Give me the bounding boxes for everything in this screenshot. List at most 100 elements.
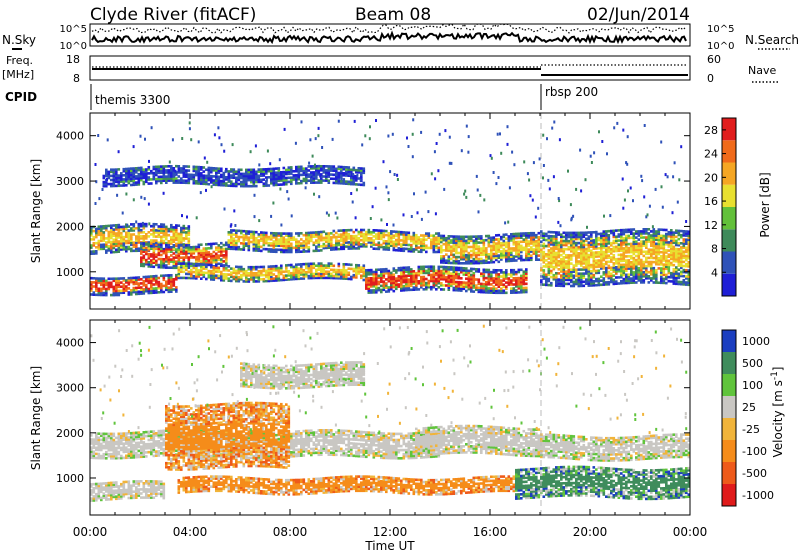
data-cell xyxy=(170,171,173,174)
data-cell xyxy=(675,260,678,263)
data-cell xyxy=(582,245,586,249)
data-cell xyxy=(297,182,301,185)
data-cell xyxy=(562,241,566,245)
data-cell xyxy=(160,286,163,290)
data-cell xyxy=(192,249,196,253)
data-cell xyxy=(642,240,646,243)
data-cell xyxy=(517,252,521,256)
data-cell xyxy=(100,229,103,232)
data-cell xyxy=(545,265,548,268)
data-cell xyxy=(112,289,116,293)
data-cell xyxy=(155,259,158,263)
data-cell xyxy=(585,280,588,283)
data-cell xyxy=(665,275,668,279)
data-cell xyxy=(177,274,181,278)
data-cell xyxy=(260,273,263,277)
data-cell xyxy=(117,250,121,253)
data-cell xyxy=(187,227,191,230)
data-cell xyxy=(595,255,598,258)
data-cell xyxy=(330,246,333,249)
data-cell xyxy=(660,250,663,254)
data-cell xyxy=(177,256,181,259)
data-cell xyxy=(137,290,141,294)
data-cell xyxy=(232,170,236,173)
data-cell xyxy=(662,251,666,254)
data-cell xyxy=(372,283,376,286)
data-cell xyxy=(420,284,423,287)
data-cell xyxy=(140,250,143,253)
data-cell xyxy=(167,286,171,289)
data-cell xyxy=(102,285,106,289)
data-cell xyxy=(170,276,173,279)
data-cell xyxy=(252,238,256,242)
data-cell xyxy=(340,233,343,236)
data-cell xyxy=(375,243,378,246)
data-cell xyxy=(625,275,628,279)
data-cell xyxy=(450,257,453,261)
data-cell xyxy=(307,262,311,266)
data-cell xyxy=(300,263,303,266)
data-cell xyxy=(350,241,353,244)
data-cell xyxy=(325,240,328,244)
data-cell xyxy=(635,271,638,274)
data-cell xyxy=(622,243,626,246)
data-cell xyxy=(112,182,116,186)
data-cell xyxy=(472,235,476,238)
data-cell xyxy=(422,246,426,250)
data-cell xyxy=(617,282,621,285)
data-cell xyxy=(280,270,283,274)
data-cell xyxy=(655,230,658,233)
data-cell xyxy=(587,265,591,269)
data-cell xyxy=(582,274,586,277)
data-cell xyxy=(625,240,628,244)
data-cell xyxy=(642,250,646,254)
data-cell xyxy=(495,256,498,260)
data-cell xyxy=(437,279,441,283)
data-cell xyxy=(170,246,173,249)
data-cell xyxy=(437,273,441,277)
data-cell xyxy=(297,169,301,173)
data-cell xyxy=(407,286,411,290)
data-cell xyxy=(355,247,358,250)
data-cell xyxy=(612,249,616,253)
data-cell xyxy=(580,274,583,277)
data-cell xyxy=(150,289,153,293)
data-cell xyxy=(152,171,156,175)
data-cell xyxy=(652,228,656,231)
data-cell xyxy=(475,257,478,261)
data-cell xyxy=(615,266,618,269)
data-cell xyxy=(252,182,256,186)
data-cell xyxy=(570,268,573,271)
data-cell xyxy=(457,283,461,286)
data-cell xyxy=(655,248,658,252)
data-cell xyxy=(480,237,483,240)
data-cell xyxy=(387,232,391,235)
data-cell xyxy=(272,171,276,175)
data-cell xyxy=(510,235,513,238)
data-cell xyxy=(210,174,213,178)
data-cell xyxy=(177,246,181,249)
data-cell xyxy=(507,237,511,240)
data-cell xyxy=(207,263,211,267)
data-cell xyxy=(217,177,221,181)
data-cell xyxy=(650,252,653,256)
data-cell xyxy=(577,280,581,284)
data-cell xyxy=(305,246,308,249)
data-cell xyxy=(222,180,226,183)
data-cell xyxy=(665,243,668,246)
data-cell xyxy=(132,169,136,172)
data-cell xyxy=(682,232,686,235)
data-cell xyxy=(492,287,496,290)
data-cell xyxy=(515,240,518,244)
data-cell xyxy=(467,279,471,283)
data-cell xyxy=(207,174,211,178)
data-cell xyxy=(127,291,131,294)
data-cell xyxy=(380,229,383,232)
data-cell xyxy=(505,233,508,236)
data-cell xyxy=(367,270,371,274)
data-cell xyxy=(307,239,311,243)
data-cell xyxy=(272,242,276,245)
data-cell xyxy=(435,279,438,283)
data-cell xyxy=(170,175,173,178)
data-cell xyxy=(672,251,676,255)
